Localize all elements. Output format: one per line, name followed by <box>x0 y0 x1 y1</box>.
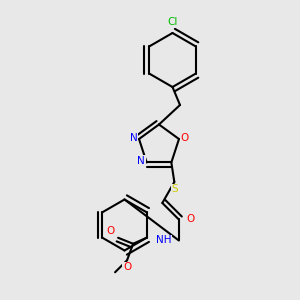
Text: O: O <box>106 226 115 236</box>
Text: S: S <box>171 184 178 194</box>
Text: O: O <box>186 214 195 224</box>
Text: Cl: Cl <box>167 17 178 27</box>
Text: N: N <box>137 156 145 166</box>
Text: NH: NH <box>156 236 171 245</box>
Text: O: O <box>123 262 131 272</box>
Text: N: N <box>130 133 137 142</box>
Text: O: O <box>180 133 188 142</box>
